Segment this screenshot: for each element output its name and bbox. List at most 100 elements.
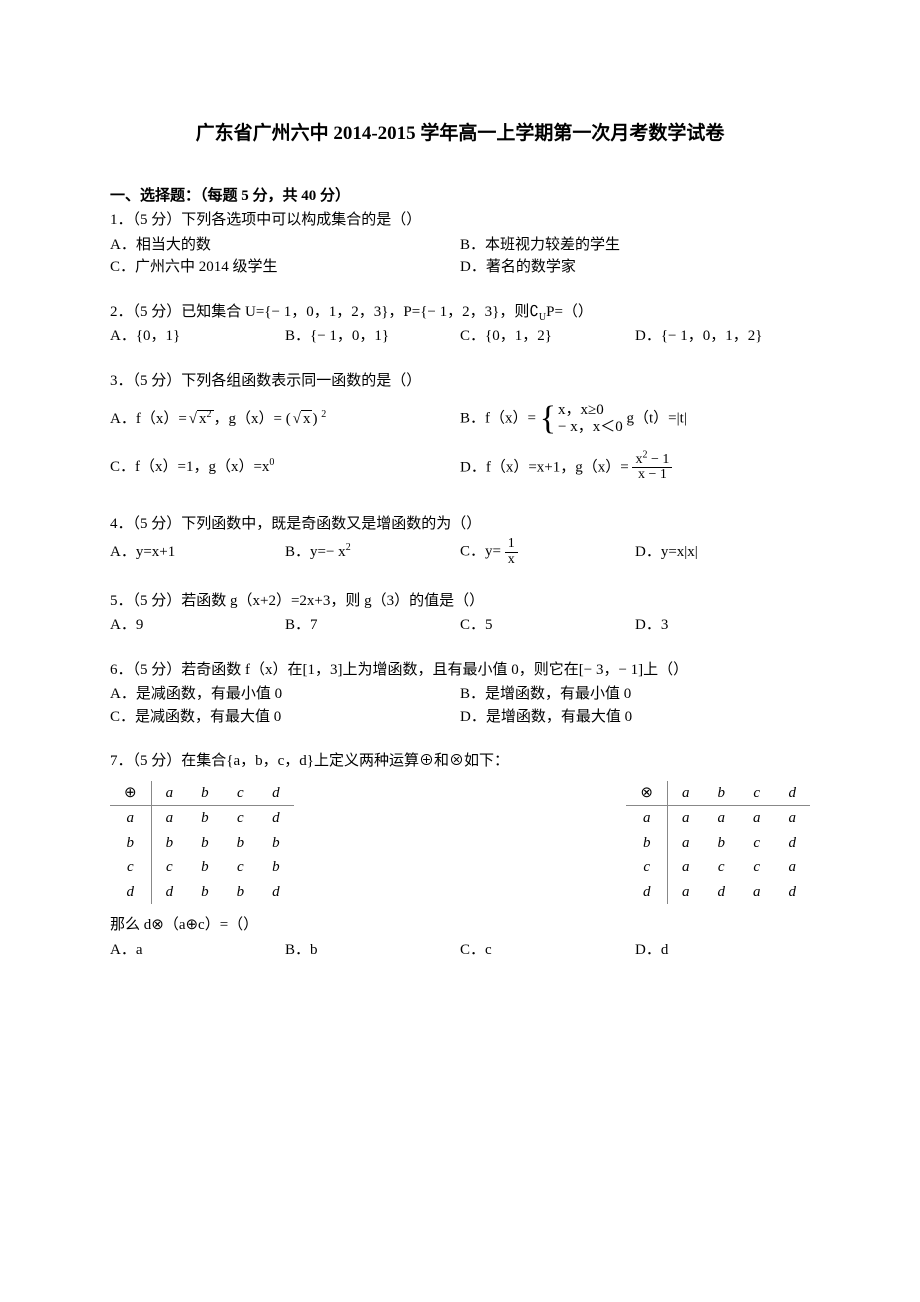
q3a-pre: A．f（x）= (110, 411, 187, 427)
q7-table-times: ⊗ a b c d aaaaababcdcaccadadad (626, 781, 810, 905)
q5-choice-a: A．9 (110, 614, 285, 637)
q3-choice-c: C．f（x）=1，g（x）=x0 (110, 448, 460, 487)
table-cell: a (668, 831, 704, 856)
table-header: d (775, 781, 811, 806)
table-cell: c (223, 855, 259, 880)
table-rowhead: c (626, 855, 667, 880)
q4-choice-b: B．y=− x2 (285, 541, 460, 564)
q5-choice-c: C．5 (460, 614, 635, 637)
q1-choice-b: B．本班视力较差的学生 (460, 234, 810, 257)
table-cell: a (668, 880, 704, 905)
table-cell: d (775, 880, 811, 905)
q2-choice-c: C．{0，1，2} (460, 325, 635, 348)
q3c-exp: 0 (269, 457, 274, 468)
table-cell: d (151, 880, 187, 905)
q3a-post: ) (312, 411, 317, 427)
q6-choice-d: D．是增函数，有最大值 0 (460, 706, 810, 729)
section-header: 一、选择题：（每题 5 分，共 40 分） (110, 185, 810, 208)
table-cell: a (775, 855, 811, 880)
q1-choice-c: C．广州六中 2014 级学生 (110, 256, 460, 279)
q2-stem: 2．（5 分）已知集合 U={− 1，0，1，2，3}，P={− 1，2，3}，… (110, 301, 810, 324)
q3-choice-b: B．f（x）= { x，x≥0 − x，x＜0 g（t）=|t| (460, 394, 810, 445)
question-6: 6．（5 分）若奇函数 f（x）在[1，3]上为增函数，且有最小值 0，则它在[… (110, 659, 810, 729)
table-rowhead: d (110, 880, 151, 905)
q7-choice-c: C．c (460, 939, 635, 962)
table-cell: a (668, 806, 704, 831)
q3d-den: x − 1 (632, 468, 672, 483)
brace-icon: { (540, 402, 556, 436)
q3a-rad: x (199, 411, 207, 427)
table-cell: a (151, 806, 187, 831)
table-cell: b (187, 880, 223, 905)
q3b-post: g（t）=|t| (627, 411, 687, 427)
q3d-pre: D．f（x）=x+1，g（x）= (460, 459, 629, 475)
table-cell: d (704, 880, 740, 905)
q5-choice-b: B．7 (285, 614, 460, 637)
q3a-outexp: 2 (321, 409, 326, 420)
complement-symbol: ∁ (529, 304, 539, 320)
q1-stem: 1．（5 分）下列各选项中可以构成集合的是（） (110, 209, 810, 232)
q3-choice-a: A．f（x）=x2，g（x）= (x) 2 (110, 400, 460, 439)
table-rowhead: a (626, 806, 667, 831)
table-cell: a (739, 806, 775, 831)
table-cell: b (187, 831, 223, 856)
q4-choice-a: A．y=x+1 (110, 541, 285, 564)
table-header: a (151, 781, 187, 806)
table-cell: c (704, 855, 740, 880)
q7-plus-op: ⊕ (110, 781, 151, 806)
q7-table-plus: ⊕ a b c d aabcdbbbbbccbcbddbbd (110, 781, 294, 905)
q4-stem: 4．（5 分）下列函数中，既是奇函数又是增函数的为（） (110, 513, 810, 536)
q4-choice-d: D．y=x|x| (635, 541, 810, 564)
table-cell: a (668, 855, 704, 880)
table-rowhead: b (626, 831, 667, 856)
table-cell: b (187, 806, 223, 831)
table-cell: b (704, 831, 740, 856)
table-cell: b (258, 831, 294, 856)
table-cell: c (223, 806, 259, 831)
question-5: 5．（5 分）若函数 g（x+2）=2x+3，则 g（3）的值是（） A．9 B… (110, 590, 810, 637)
table-header: b (704, 781, 740, 806)
table-cell: b (223, 831, 259, 856)
q7-tables: ⊕ a b c d aabcdbbbbbccbcbddbbd ⊗ a b c d (110, 781, 810, 905)
q4c-den: x (505, 553, 518, 568)
q1-choice-d: D．著名的数学家 (460, 256, 810, 279)
q2-choice-b: B．{− 1，0，1} (285, 325, 460, 348)
q4b-exp: 2 (346, 542, 351, 553)
table-cell: d (258, 880, 294, 905)
q5-stem: 5．（5 分）若函数 g（x+2）=2x+3，则 g（3）的值是（） (110, 590, 810, 613)
table-cell: a (704, 806, 740, 831)
q3d-num-b: − 1 (647, 452, 669, 467)
table-header: a (668, 781, 704, 806)
table-cell: c (739, 855, 775, 880)
q2-choice-a: A．{0，1} (110, 325, 285, 348)
q3a-radexp: 2 (207, 409, 212, 420)
table-rowhead: d (626, 880, 667, 905)
question-1: 1．（5 分）下列各选项中可以构成集合的是（） A．相当大的数 B．本班视力较差… (110, 209, 810, 279)
page-title: 广东省广州六中 2014-2015 学年高一上学期第一次月考数学试卷 (110, 120, 810, 149)
q2-choice-d: D．{− 1，0，1，2} (635, 325, 810, 348)
q7-stem2: 那么 d⊗（a⊕c）=（） (110, 914, 810, 937)
q3c-text: C．f（x）=1，g（x）=x (110, 459, 269, 475)
table-cell: d (775, 831, 811, 856)
sqrt-icon: x2 (187, 408, 214, 431)
table-header: b (187, 781, 223, 806)
table-cell: b (187, 855, 223, 880)
sqrt-icon: x (291, 408, 313, 431)
table-cell: b (258, 855, 294, 880)
q6-choice-c: C．是减函数，有最大值 0 (110, 706, 460, 729)
q5-choice-d: D．3 (635, 614, 810, 637)
table-cell: a (775, 806, 811, 831)
q3a-mid: ，g（x）= ( (214, 411, 291, 427)
table-header: c (739, 781, 775, 806)
q3-choice-d: D．f（x）=x+1，g（x）= x2 − 1 x − 1 (460, 445, 810, 491)
table-cell: a (739, 880, 775, 905)
q3-stem: 3．（5 分）下列各组函数表示同一函数的是（） (110, 370, 810, 393)
fraction-icon: x2 − 1 x − 1 (632, 453, 672, 483)
q3b-case2: − x，x＜0 (558, 419, 623, 436)
q4b-pre: B．y=− x (285, 544, 346, 560)
question-3: 3．（5 分）下列各组函数表示同一函数的是（） A．f（x）=x2，g（x）= … (110, 370, 810, 491)
q3b-case1: x，x≥0 (558, 402, 623, 419)
q7-choice-a: A．a (110, 939, 285, 962)
q7-choice-b: B．b (285, 939, 460, 962)
q3b-pre: B．f（x）= (460, 411, 536, 427)
